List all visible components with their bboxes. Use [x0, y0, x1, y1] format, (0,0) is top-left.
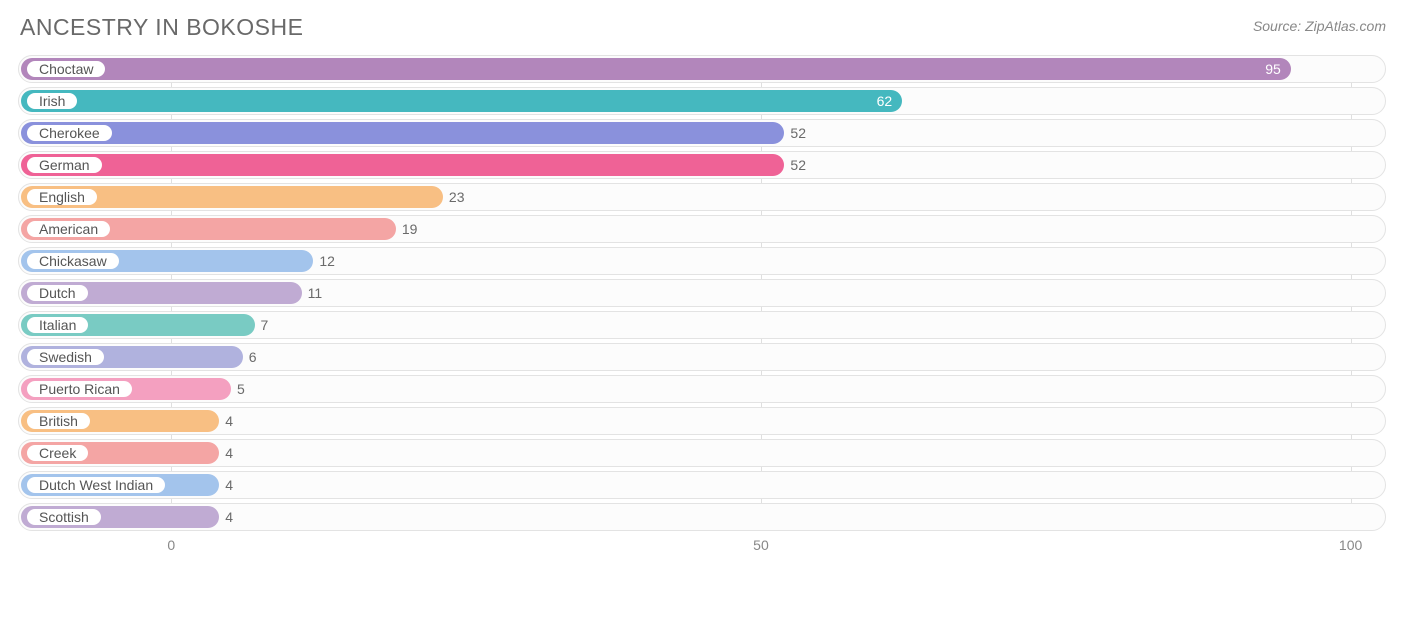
bar-row: English 23	[18, 183, 1386, 211]
bar-track: Chickasaw 12	[18, 247, 1386, 275]
bar-track: Cherokee 52	[18, 119, 1386, 147]
bar-track: Puerto Rican 5	[18, 375, 1386, 403]
bar-category-label: British	[25, 411, 92, 431]
bar-fill: 95	[21, 58, 1291, 80]
bar-row: German 52	[18, 151, 1386, 179]
bar-value-label: 5	[237, 376, 245, 402]
bar-value-label: 19	[402, 216, 418, 242]
bar-row: Cherokee 52	[18, 119, 1386, 147]
bar-track: 95 Choctaw	[18, 55, 1386, 83]
bar-category-label: Chickasaw	[25, 251, 121, 271]
x-axis: 0 50 100	[18, 535, 1386, 559]
bar-row: British 4	[18, 407, 1386, 435]
bar-category-label: German	[25, 155, 104, 175]
bar-fill: 62	[21, 90, 902, 112]
bar-chart: 95 Choctaw 62 Irish Cherokee 52 German 52 Englis…	[0, 47, 1406, 531]
bar-value-label: 4	[225, 472, 233, 498]
bar-value-label: 6	[249, 344, 257, 370]
x-axis-tick-label: 0	[167, 537, 175, 553]
bar-value-label: 11	[308, 280, 323, 306]
bar-value-label: 12	[319, 248, 335, 274]
x-axis-tick-label: 50	[753, 537, 769, 553]
bar-track: Dutch West Indian 4	[18, 471, 1386, 499]
bar-row: Dutch 11	[18, 279, 1386, 307]
bar-rows: 95 Choctaw 62 Irish Cherokee 52 German 52 Englis…	[18, 55, 1386, 531]
bar-fill	[21, 154, 784, 176]
bar-row: Puerto Rican 5	[18, 375, 1386, 403]
bar-category-label: Creek	[25, 443, 90, 463]
bar-value-label: 52	[790, 152, 806, 178]
bar-value-label: 62	[877, 90, 893, 112]
bar-track: Swedish 6	[18, 343, 1386, 371]
bar-track: British 4	[18, 407, 1386, 435]
bar-category-label: American	[25, 219, 112, 239]
bar-fill	[21, 122, 784, 144]
bar-track: Scottish 4	[18, 503, 1386, 531]
bar-category-label: Cherokee	[25, 123, 114, 143]
bar-category-label: Puerto Rican	[25, 379, 134, 399]
bar-category-label: Italian	[25, 315, 90, 335]
bar-track: 62 Irish	[18, 87, 1386, 115]
bar-row: Scottish 4	[18, 503, 1386, 531]
bar-row: 62 Irish	[18, 87, 1386, 115]
bar-row: Creek 4	[18, 439, 1386, 467]
chart-header: ANCESTRY IN BOKOSHE Source: ZipAtlas.com	[0, 0, 1406, 47]
bar-track: German 52	[18, 151, 1386, 179]
bar-category-label: Scottish	[25, 507, 103, 527]
bar-track: Dutch 11	[18, 279, 1386, 307]
bar-row: Swedish 6	[18, 343, 1386, 371]
bar-row: 95 Choctaw	[18, 55, 1386, 83]
bar-row: American 19	[18, 215, 1386, 243]
x-axis-tick-label: 100	[1339, 537, 1362, 553]
bar-value-label: 95	[1265, 58, 1281, 80]
bar-value-label: 4	[225, 440, 233, 466]
bar-category-label: English	[25, 187, 99, 207]
bar-value-label: 4	[225, 504, 233, 530]
bar-category-label: Choctaw	[25, 59, 107, 79]
bar-track: Italian 7	[18, 311, 1386, 339]
bar-track: English 23	[18, 183, 1386, 211]
bar-category-label: Dutch West Indian	[25, 475, 167, 495]
bar-category-label: Swedish	[25, 347, 106, 367]
bar-row: Chickasaw 12	[18, 247, 1386, 275]
chart-source: Source: ZipAtlas.com	[1253, 14, 1386, 34]
bar-track: American 19	[18, 215, 1386, 243]
bar-row: Italian 7	[18, 311, 1386, 339]
bar-category-label: Irish	[25, 91, 79, 111]
chart-title: ANCESTRY IN BOKOSHE	[20, 14, 303, 41]
bar-value-label: 7	[261, 312, 269, 338]
bar-value-label: 4	[225, 408, 233, 434]
bar-value-label: 52	[790, 120, 806, 146]
bar-category-label: Dutch	[25, 283, 90, 303]
bar-track: Creek 4	[18, 439, 1386, 467]
bar-value-label: 23	[449, 184, 465, 210]
bar-row: Dutch West Indian 4	[18, 471, 1386, 499]
